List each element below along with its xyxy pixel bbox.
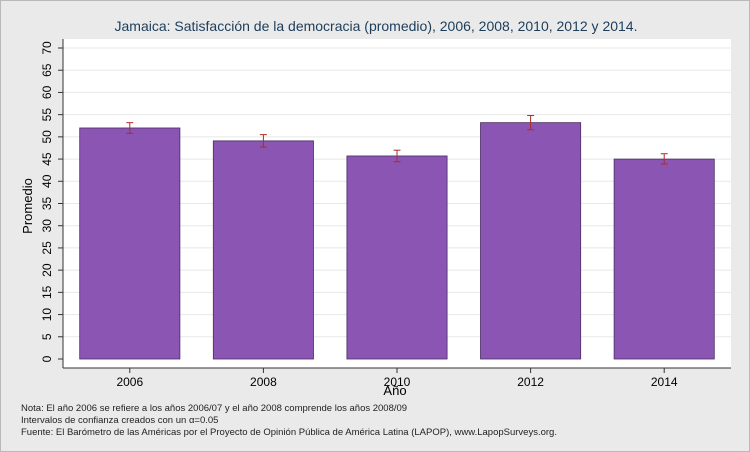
- note-line: Intervalos de confianza creados con un α…: [21, 415, 219, 426]
- x-tick-label: 2008: [250, 375, 277, 389]
- bar: [346, 155, 448, 360]
- bar-chart: Jamaica: Satisfacción de la democracia (…: [20, 18, 731, 398]
- bar: [480, 122, 582, 360]
- error-bars: [126, 115, 668, 165]
- y-tick-label: 0: [40, 355, 54, 362]
- y-axis: 0 5 10 15 20 25 30 35 40 45 50 55 60 65 70: [40, 39, 64, 368]
- bar: [212, 140, 314, 360]
- y-tick-label: 60: [40, 85, 54, 99]
- chart-title: Jamaica: Satisfacción de la democracia (…: [115, 18, 638, 34]
- error-bar: [259, 134, 267, 148]
- error-bar: [660, 153, 668, 165]
- y-tick-label: 40: [40, 174, 54, 188]
- y-tick-label: 30: [40, 219, 54, 233]
- bars: [79, 122, 715, 360]
- x-tick-label: 2006: [116, 375, 143, 389]
- y-tick-label: 45: [40, 152, 54, 166]
- x-axis-label: Año: [383, 383, 406, 398]
- y-tick-label: 55: [40, 108, 54, 122]
- y-tick-label: 15: [40, 285, 54, 299]
- y-tick-label: 25: [40, 241, 54, 255]
- y-tick-label: 35: [40, 197, 54, 211]
- source-line: Fuente: El Barómetro de las Américas por…: [21, 427, 557, 438]
- note-line: Nota: El año 2006 se refiere a los años …: [21, 403, 408, 414]
- bar: [79, 127, 181, 360]
- error-bar: [527, 115, 535, 131]
- x-tick-label: 2014: [651, 375, 678, 389]
- y-tick-label: 50: [40, 130, 54, 144]
- y-axis-label: Promedio: [20, 178, 35, 234]
- x-tick-label: 2012: [517, 375, 544, 389]
- bar: [613, 158, 715, 360]
- y-tick-label: 10: [40, 308, 54, 322]
- chart-notes: Nota: El año 2006 se refiere a los años …: [21, 403, 557, 439]
- y-tick-label: 70: [40, 41, 54, 55]
- x-axis: 2006 2008 2010 2012 2014: [63, 367, 731, 389]
- error-bar: [393, 149, 401, 163]
- x-tick-label: 2010: [384, 375, 411, 389]
- y-tick-label: 5: [40, 333, 54, 340]
- y-tick-label: 20: [40, 263, 54, 277]
- y-tick-label: 65: [40, 63, 54, 77]
- error-bar: [126, 122, 134, 134]
